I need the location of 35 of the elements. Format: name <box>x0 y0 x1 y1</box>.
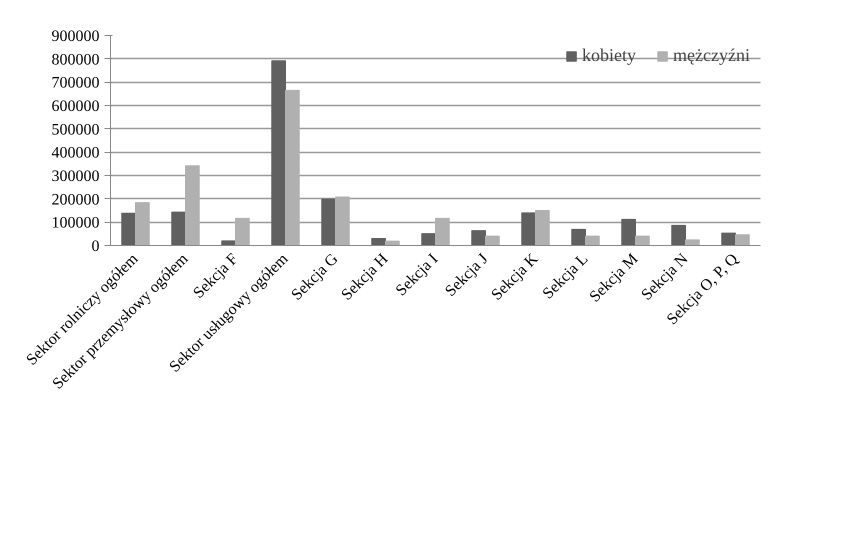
bar <box>171 212 186 246</box>
bar <box>435 218 450 246</box>
bar <box>685 239 700 246</box>
bar <box>335 196 350 246</box>
bar <box>571 228 586 246</box>
y-tick-label: 900000 <box>52 28 100 45</box>
y-tick-label: 200000 <box>52 191 100 208</box>
bar <box>321 198 336 246</box>
bar <box>521 212 536 246</box>
bar <box>185 165 200 246</box>
y-tick-label: 700000 <box>52 74 100 92</box>
y-tick-label: 400000 <box>52 144 100 162</box>
y-tick-label: 0 <box>92 238 100 255</box>
bar <box>271 60 286 246</box>
bar <box>671 224 686 246</box>
bar <box>235 218 250 246</box>
bar <box>535 210 550 246</box>
y-tick-label: 500000 <box>52 121 100 138</box>
bar <box>385 240 400 246</box>
bar <box>585 236 600 246</box>
y-tick-label: 800000 <box>52 51 100 68</box>
y-tick-label: 600000 <box>52 98 100 115</box>
bar <box>471 230 486 246</box>
bar <box>721 232 736 246</box>
y-tick-label: 100000 <box>52 214 100 232</box>
legend-label: mężczyźni <box>673 45 750 66</box>
bar <box>135 202 150 246</box>
bar <box>485 236 500 246</box>
y-tick-label: 300000 <box>52 168 100 185</box>
legend-label: kobiety <box>582 45 636 66</box>
bar <box>621 218 636 246</box>
bar <box>285 90 300 246</box>
bar <box>121 212 136 246</box>
bar <box>735 234 750 246</box>
bar <box>635 236 650 246</box>
